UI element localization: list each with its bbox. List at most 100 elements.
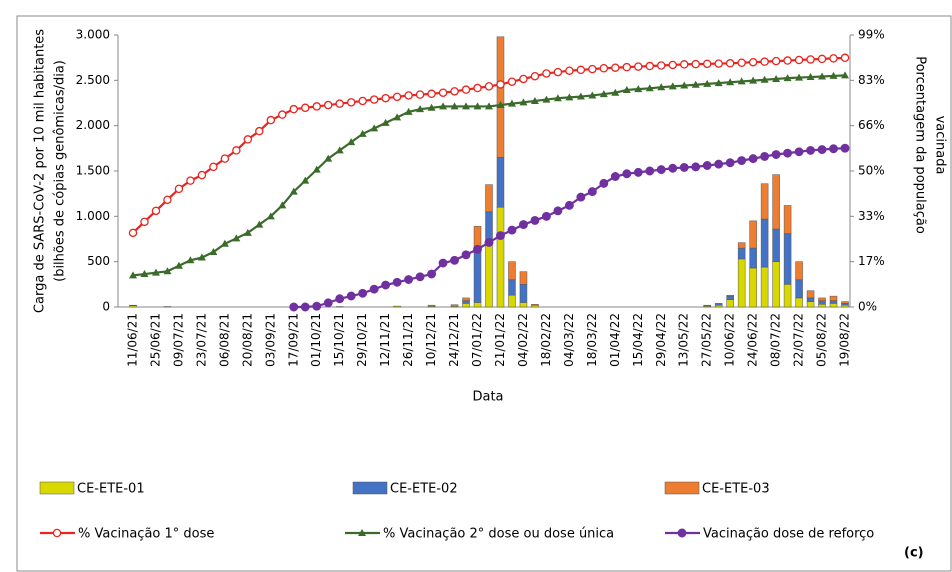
line-marker <box>450 87 459 96</box>
bar-segment <box>519 302 528 308</box>
bar-segment <box>485 184 493 213</box>
y-axis-title: Carga de SARS-CoV-2 por 10 mil habitante… <box>33 29 48 313</box>
bar-segment <box>772 228 780 262</box>
legend-swatch <box>352 481 388 495</box>
line-marker <box>461 85 471 94</box>
bar-segment <box>508 279 516 296</box>
line-marker <box>530 216 540 225</box>
line-marker <box>496 101 505 109</box>
line-marker <box>312 301 322 311</box>
line-marker <box>530 96 539 104</box>
line-marker <box>737 77 746 85</box>
line-marker <box>323 100 333 110</box>
line-marker <box>668 82 677 90</box>
line-marker <box>485 102 493 110</box>
line-marker <box>553 206 563 216</box>
line-marker <box>462 102 471 110</box>
line-marker <box>243 228 252 236</box>
legend-label: Vacinação dose de reforço <box>703 527 874 542</box>
line-marker <box>611 88 620 96</box>
bar-segment <box>806 301 815 308</box>
legend-swatch <box>664 481 700 495</box>
line-marker <box>725 59 735 68</box>
line-marker <box>760 75 769 83</box>
x-tick-label: 25/06/21 <box>148 313 162 367</box>
line-marker <box>128 228 138 238</box>
x-tick-label: 13/05/22 <box>677 313 691 367</box>
y-tick-label: 0 <box>102 300 110 314</box>
bar-segment <box>772 261 780 308</box>
y2-tick-label: 33% <box>858 209 885 223</box>
line-marker <box>392 277 402 287</box>
bar-segment <box>714 303 723 306</box>
bar-segment <box>737 258 746 308</box>
line-marker <box>392 92 402 102</box>
line-marker <box>220 239 229 247</box>
bar-segment <box>531 304 539 306</box>
line-marker <box>645 84 654 92</box>
line-marker <box>370 124 379 132</box>
line-marker <box>404 275 414 284</box>
line-marker <box>151 268 160 276</box>
line-marker <box>289 187 298 195</box>
bar-segment <box>783 284 792 308</box>
line-marker <box>806 145 815 155</box>
bar-segment <box>841 303 849 306</box>
line-marker <box>657 83 666 91</box>
bar-segment <box>485 243 493 308</box>
x-tick-label: 18/02/22 <box>539 313 553 367</box>
line-marker <box>289 104 299 114</box>
line-marker <box>668 60 677 70</box>
line-marker <box>369 95 379 104</box>
x-tick-label: 06/08/21 <box>217 313 231 367</box>
line-marker <box>312 165 321 173</box>
panel-label: (c) <box>904 546 924 561</box>
x-tick-label: 08/07/22 <box>769 313 783 367</box>
bar-segment <box>496 207 505 308</box>
bar-segment <box>818 300 826 305</box>
line-marker <box>335 294 345 304</box>
x-tick-label: 18/03/22 <box>585 313 599 367</box>
x-tick-label: 10/12/21 <box>424 313 438 367</box>
x-tick-label: 27/05/22 <box>700 313 714 367</box>
line-marker <box>645 61 655 71</box>
line-marker <box>576 92 585 100</box>
y-tick-label: 2.000 <box>76 118 110 132</box>
line-marker <box>163 195 172 205</box>
x-tick-label: 24/12/21 <box>447 313 461 367</box>
line-marker <box>186 256 195 264</box>
line-marker <box>266 115 276 125</box>
line-marker <box>358 96 367 106</box>
line-marker <box>496 231 505 241</box>
line-marker <box>52 528 62 538</box>
line-marker <box>461 250 471 260</box>
line-marker <box>438 88 448 97</box>
line-marker <box>243 135 253 144</box>
line-marker <box>737 58 746 67</box>
line-marker <box>737 156 747 166</box>
x-tick-label: 23/07/21 <box>194 313 208 367</box>
bar-segment <box>818 304 826 308</box>
y2-tick-label: 99% <box>858 28 885 42</box>
bar-segment <box>714 304 723 308</box>
line-marker <box>818 72 827 80</box>
line-marker <box>393 113 402 121</box>
line-marker <box>232 146 241 155</box>
x-tick-label: 11/06/21 <box>126 313 140 367</box>
line-marker <box>680 81 689 89</box>
line-marker <box>691 59 700 69</box>
line-marker <box>312 102 321 111</box>
x-tick-label: 10/06/22 <box>723 313 737 367</box>
bar-segment <box>726 295 734 300</box>
legend-label: CE-ETE-01 <box>77 482 145 497</box>
y2-axis-title: Porcentagem da população <box>913 56 928 234</box>
line-marker <box>714 79 723 87</box>
line-marker <box>726 78 735 86</box>
line-marker <box>748 57 758 67</box>
line-marker <box>725 158 735 168</box>
line-marker <box>519 98 528 106</box>
line-marker <box>232 234 241 242</box>
line-marker <box>427 103 436 111</box>
line-marker <box>771 150 781 159</box>
line-marker <box>599 63 609 73</box>
